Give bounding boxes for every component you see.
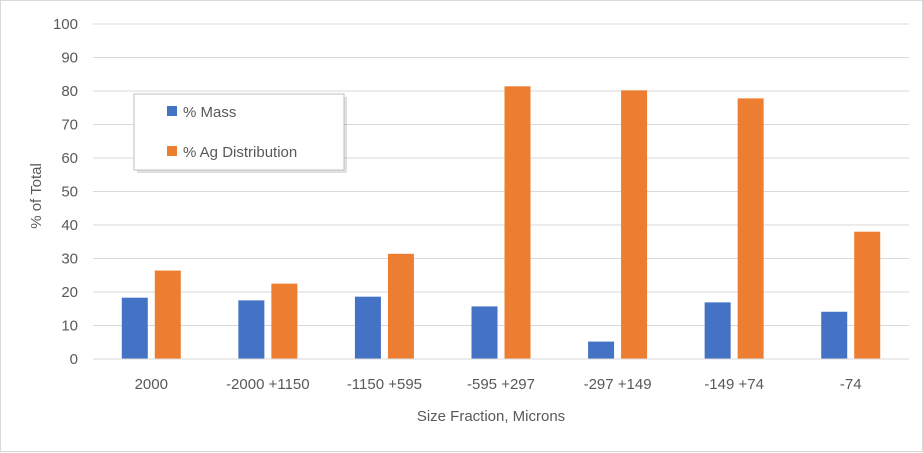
x-tick-label: -595 +297 — [467, 376, 535, 393]
y-tick-label: 80 — [61, 83, 78, 100]
bar-mass — [821, 311, 848, 359]
y-tick-label: 20 — [61, 284, 78, 301]
bar-ag-distribution — [504, 86, 531, 359]
y-tick-label: 100 — [53, 16, 78, 33]
legend-swatch-ag-distribution — [167, 146, 177, 156]
bar-mass — [588, 341, 615, 359]
x-tick-label: -297 +149 — [584, 376, 652, 393]
y-tick-label: 30 — [61, 251, 78, 268]
x-tick-label: -149 +74 — [704, 376, 764, 393]
bar-ag-distribution — [154, 270, 181, 359]
x-tick-label: -74 — [840, 376, 862, 393]
gridlines — [93, 23, 909, 360]
y-tick-label: 50 — [61, 184, 78, 201]
bar-ag-distribution — [737, 98, 764, 360]
legend-swatch-mass — [167, 106, 177, 116]
x-tick-label: 2000 — [135, 376, 168, 393]
bar-ag-distribution — [387, 253, 414, 359]
legend-label-ag-distribution: % Ag Distribution — [183, 144, 297, 161]
bar-mass — [354, 296, 381, 359]
bar-mass — [704, 302, 731, 359]
y-axis-title: % of Total — [28, 163, 45, 229]
x-axis-ticks: 2000 -2000 +1150 -1150 +595 -595 +297 -297 +… — [135, 376, 862, 393]
bar-ag-distribution — [271, 283, 298, 359]
bars — [93, 86, 909, 360]
x-tick-label: -1150 +595 — [347, 376, 422, 393]
bar-ag-distribution — [854, 231, 881, 359]
y-axis-ticks: 0 10 20 30 40 50 60 70 80 90 100 — [53, 16, 78, 368]
bar-mass — [471, 306, 498, 359]
y-tick-label: 60 — [61, 150, 78, 167]
y-tick-label: 70 — [61, 117, 78, 134]
legend: % Mass % Ag Distribution — [133, 93, 347, 173]
bar-mass — [238, 300, 265, 359]
bar-ag-distribution — [621, 90, 648, 359]
y-tick-label: 90 — [61, 50, 78, 67]
x-axis-title: Size Fraction, Microns — [417, 408, 565, 425]
y-tick-label: 0 — [70, 351, 78, 368]
bar-mass — [121, 297, 148, 359]
legend-label-mass: % Mass — [183, 104, 236, 121]
y-tick-label: 40 — [61, 217, 78, 234]
x-tick-label: -2000 +1150 — [226, 376, 310, 393]
y-tick-label: 10 — [61, 318, 78, 335]
